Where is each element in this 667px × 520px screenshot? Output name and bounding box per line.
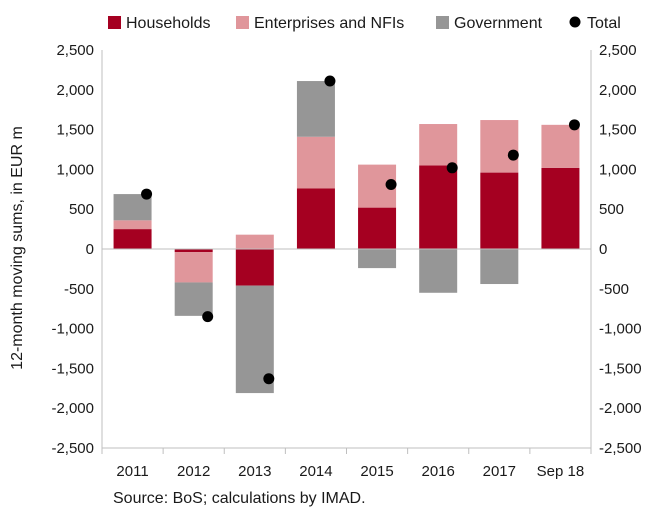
legend-swatch (108, 16, 121, 29)
y-axis-left: -2,500 -2,000 -1,500 -1,000 -500 0 500 1,000 1,5… (51, 42, 94, 457)
y-tick-label-left: 2,000 (56, 82, 94, 99)
bar-government-2012 (174, 282, 213, 316)
bar-enterprises-and-nfis-sep-18 (541, 124, 580, 168)
bar-households-sep-18 (541, 167, 580, 249)
y-tick-label-left: -1,000 (51, 321, 94, 338)
bar-enterprises-and-nfis-2011 (113, 220, 152, 230)
total-point-2013 (263, 373, 275, 385)
x-tick-label: 2016 (422, 463, 455, 480)
y-tick-label-left: -1,500 (51, 360, 94, 377)
x-tick-label: 2012 (177, 463, 210, 480)
legend-label: Enterprises and NFIs (254, 15, 404, 32)
y-tick-label-left: 2,500 (56, 42, 94, 59)
x-tick-label: Sep 18 (537, 463, 585, 480)
total-point-2014 (324, 75, 336, 87)
y-tick-label-right: 2,500 (599, 42, 637, 59)
bar-households-2014 (296, 188, 335, 249)
bar-enterprises-and-nfis-2016 (419, 124, 458, 166)
y-tick-label-right: -2,500 (599, 440, 642, 457)
bar-households-2012 (174, 249, 213, 253)
legend-label: Households (126, 15, 211, 32)
y-axis-label: 12-month moving sums, in EUR m (9, 126, 26, 370)
x-axis: 2011 2012 2013 2014 2015 2016 2017 Sep 18 (116, 463, 584, 480)
bar-enterprises-and-nfis-2012 (174, 252, 213, 283)
y-tick-label-right: -500 (599, 281, 629, 298)
bar-government-2017 (480, 249, 519, 285)
bar-enterprises-and-nfis-2013 (235, 234, 274, 249)
bars (113, 81, 580, 394)
x-tick-label: 2015 (360, 463, 393, 480)
bar-households-2011 (113, 229, 152, 249)
total-markers (141, 75, 580, 385)
bar-government-2016 (419, 249, 458, 293)
total-point-2016 (446, 162, 458, 174)
y-tick-label-right: -2,000 (599, 400, 642, 417)
x-tick-label: 2011 (116, 463, 148, 480)
y-tick-label-left: -2,500 (51, 440, 94, 457)
bar-enterprises-and-nfis-2017 (480, 120, 519, 173)
axes (101, 50, 592, 454)
total-point-sep-18 (568, 119, 580, 131)
y-tick-label-right: 1,000 (599, 161, 637, 178)
y-tick-label-left: 500 (69, 201, 94, 218)
x-tick-label: 2013 (238, 463, 271, 480)
y-tick-label-right: 2,000 (599, 82, 637, 99)
legend-marker (569, 16, 581, 28)
legend-swatch (436, 16, 449, 29)
bar-enterprises-and-nfis-2014 (296, 136, 335, 189)
y-tick-label-left: 1,500 (56, 122, 94, 139)
bar-households-2017 (480, 172, 519, 249)
y-tick-label-right: 1,500 (599, 122, 637, 139)
total-point-2012 (202, 311, 214, 323)
y-axis-right: -2,500 -2,000 -1,500 -1,000 -500 0 500 1,000 1,5… (599, 42, 642, 457)
y-tick-label-left: 1,000 (56, 161, 94, 178)
y-tick-label-right: 0 (599, 241, 607, 258)
bar-government-2015 (358, 249, 397, 269)
legend-label: Total (587, 15, 621, 32)
legend-swatch (236, 16, 249, 29)
legend-label: Government (454, 15, 543, 32)
x-tick-label: 2017 (483, 463, 516, 480)
bar-households-2016 (419, 165, 458, 249)
bar-households-2013 (235, 249, 274, 286)
y-tick-label-right: -1,000 (599, 321, 642, 338)
total-point-2015 (385, 179, 397, 191)
bar-government-2014 (296, 81, 335, 137)
source-note: Source: BoS; calculations by IMAD. (113, 490, 366, 507)
x-tick-label: 2014 (299, 463, 332, 480)
total-point-2011 (141, 188, 153, 200)
y-tick-label-left: -2,000 (51, 400, 94, 417)
y-tick-label-left: 0 (86, 241, 94, 258)
total-point-2017 (507, 149, 519, 161)
y-tick-label-right: 500 (599, 201, 624, 218)
legend: Households Enterprises and NFIs Government… (108, 15, 621, 32)
y-tick-label-right: -1,500 (599, 360, 642, 377)
bar-households-2015 (358, 207, 397, 249)
y-tick-label-left: -500 (64, 281, 94, 298)
